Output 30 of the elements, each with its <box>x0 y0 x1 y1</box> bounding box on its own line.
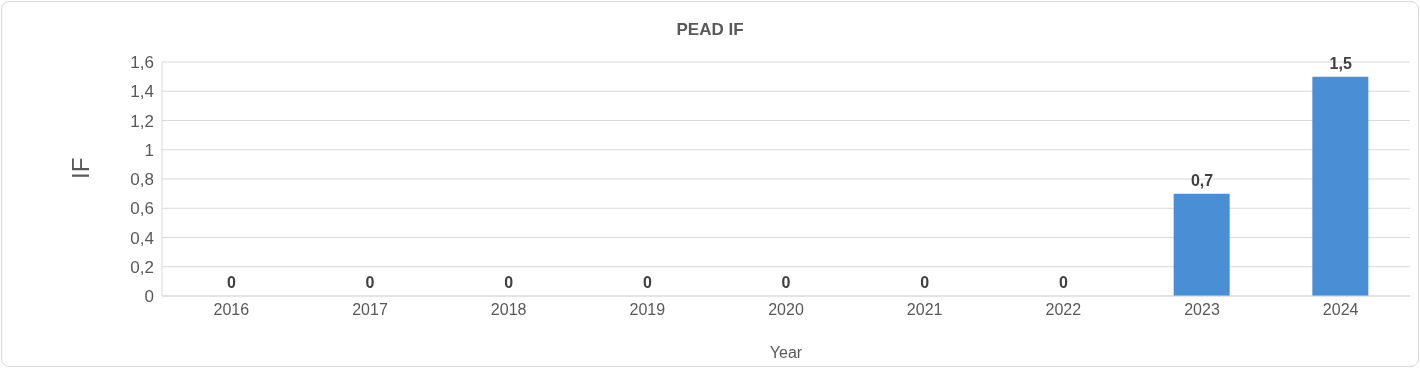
data-label: 1,5 <box>1329 54 1352 72</box>
x-tick-label: 2020 <box>768 301 804 319</box>
data-label: 0 <box>365 274 375 291</box>
x-axis-title: Year <box>769 344 803 361</box>
x-tick-label: 2023 <box>1184 301 1220 319</box>
x-tick-label: 2018 <box>490 301 527 319</box>
data-label: 0 <box>642 274 652 291</box>
y-tick-label: 0,4 <box>130 228 154 248</box>
data-label: 0,7 <box>1190 171 1214 189</box>
x-tick-label: 2021 <box>906 301 943 319</box>
x-tick-label: 2019 <box>629 301 666 319</box>
data-label: 0 <box>781 274 791 291</box>
y-tick-label: 1,4 <box>130 82 154 102</box>
x-tick-label: 2017 <box>352 301 388 319</box>
y-tick-label: 0,2 <box>130 257 154 277</box>
y-tick-label: 0 <box>144 287 154 307</box>
y-tick-label: 1 <box>144 140 154 160</box>
data-label: 0 <box>504 274 514 291</box>
data-label: 0 <box>920 274 930 291</box>
data-label: 0 <box>1058 274 1068 291</box>
chart-title: PEAD IF <box>675 20 745 40</box>
y-tick-label: 1,6 <box>130 53 154 73</box>
y-tick-label: 1,2 <box>130 111 154 131</box>
x-tick-label: 2022 <box>1045 301 1082 319</box>
y-tick-label: 0,8 <box>130 170 154 190</box>
y-axis-title: IF <box>66 157 94 179</box>
x-tick-label: 2016 <box>213 301 250 319</box>
data-label: 0 <box>226 274 236 291</box>
y-tick-label: 0,6 <box>130 199 154 219</box>
x-tick-label: 2024 <box>1322 301 1359 319</box>
